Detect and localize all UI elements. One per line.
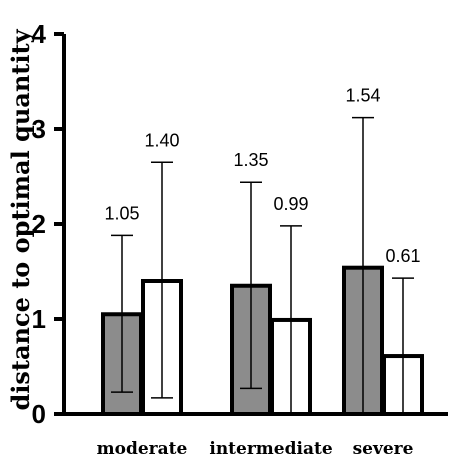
data-label: 1.05 <box>104 203 139 223</box>
y-tick-label: 1 <box>32 304 46 334</box>
x-tick-label: severe <box>353 439 414 459</box>
y-tick-label: 4 <box>32 19 47 49</box>
y-tick-label: 0 <box>32 399 46 429</box>
data-label: 0.61 <box>385 246 420 266</box>
error-bars <box>111 116 414 414</box>
y-axis-title: distance to optimal quantity <box>6 28 35 410</box>
y-axis-title-group: distance to optimal quantity <box>6 28 35 410</box>
bars <box>101 265 424 417</box>
data-label: 1.40 <box>144 130 179 150</box>
data-label: 1.54 <box>345 86 380 106</box>
y-tick-label: 2 <box>32 209 46 239</box>
data-label: 0.99 <box>273 194 308 214</box>
x-tick-label: intermediate <box>209 439 332 459</box>
y-tick-label: 3 <box>32 114 46 144</box>
x-tick-label: moderate <box>97 439 188 459</box>
data-labels: 1.05 1.35 1.54 1.40 0.99 0.61 <box>104 86 420 267</box>
data-label: 1.35 <box>233 150 268 170</box>
